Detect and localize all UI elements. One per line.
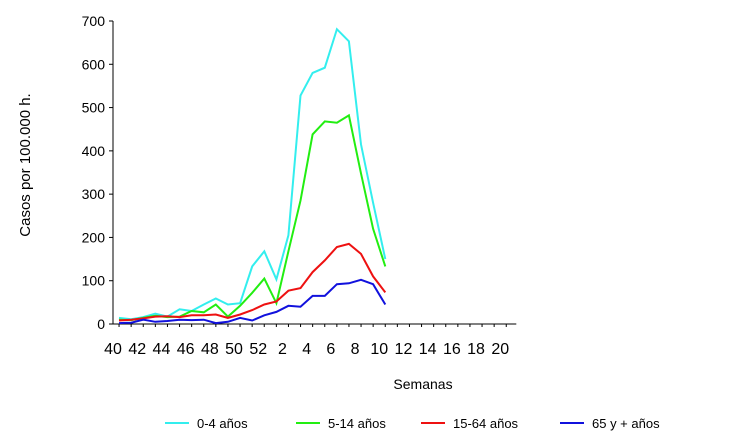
x-tick-label: 40	[104, 341, 122, 358]
x-tick-label: 46	[177, 341, 195, 358]
series-lines	[118, 27, 387, 325]
y-tick-label: 0	[97, 316, 105, 332]
x-tick-label: 8	[351, 341, 360, 358]
x-tick-label: 18	[467, 341, 485, 358]
y-tick-label: 700	[82, 13, 106, 29]
x-tick-label: 44	[153, 341, 171, 358]
series-line-3	[118, 278, 387, 325]
x-tick-label: 16	[443, 341, 461, 358]
x-ticks: 40 42 44 46 48 50 52 2 4 6 8 10 12 14 16 18 20	[104, 324, 509, 358]
y-tick-label: 400	[82, 143, 106, 159]
series-line-0	[118, 27, 387, 321]
x-tick-label: 4	[302, 341, 311, 358]
x-tick-label: 10	[370, 341, 388, 358]
x-tick-label: 48	[201, 341, 219, 358]
legend: 0-4 años 5-14 años 15-64 años 65 y + años	[165, 416, 660, 431]
y-tick-label: 100	[82, 273, 106, 289]
legend-label-1: 5-14 años	[328, 416, 386, 431]
x-tick-label: 6	[326, 341, 335, 358]
x-tick-label: 14	[419, 341, 437, 358]
x-tick-label: 50	[225, 341, 243, 358]
x-axis-title: Semanas	[393, 376, 452, 392]
x-tick-label: 12	[395, 341, 413, 358]
y-tick-label: 300	[82, 186, 106, 202]
series-line-1	[118, 113, 387, 322]
x-tick-label: 52	[249, 341, 267, 358]
legend-label-2: 15-64 años	[453, 416, 519, 431]
y-ticks: 0 100 200 300 400 500 600 700	[82, 13, 113, 332]
legend-label-0: 0-4 años	[197, 416, 248, 431]
x-tick-label: 42	[128, 341, 146, 358]
y-axis-title: Casos por 100.000 h.	[17, 93, 34, 236]
y-tick-label: 500	[82, 100, 106, 116]
legend-label-3: 65 y + años	[592, 416, 660, 431]
x-tick-label: 2	[278, 341, 287, 358]
y-tick-label: 200	[82, 229, 106, 245]
y-tick-label: 600	[82, 56, 106, 72]
x-tick-label: 20	[491, 341, 509, 358]
series-line-2	[118, 242, 387, 322]
